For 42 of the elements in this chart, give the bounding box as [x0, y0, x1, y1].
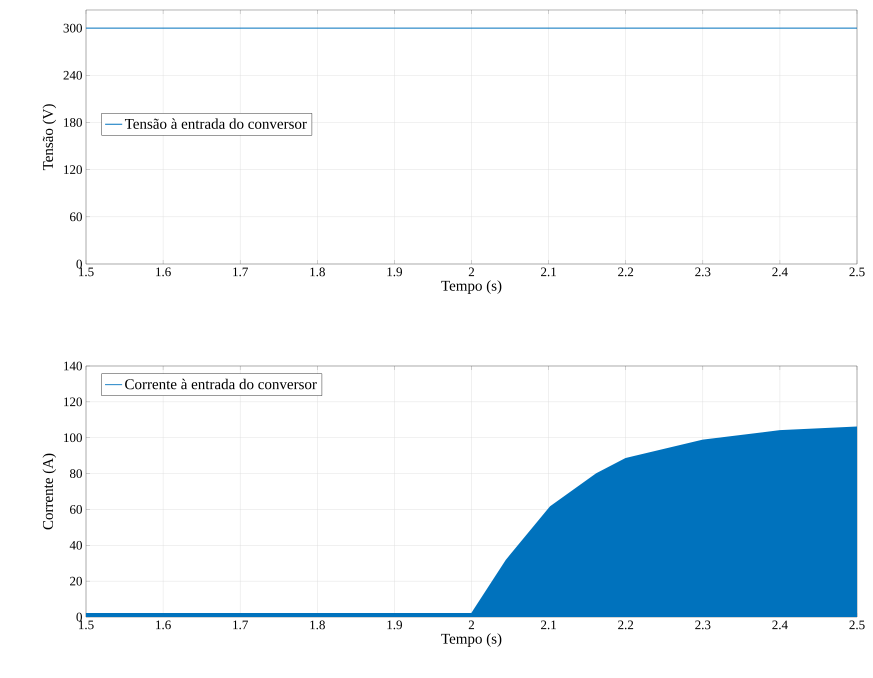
y-axis-title: Tensão (V) — [42, 104, 56, 170]
x-tick-label: 2.3 — [695, 268, 710, 276]
y-tick-label: 180 — [64, 118, 82, 127]
x-axis-title: Tempo (s) — [441, 633, 502, 647]
x-tick-label: 2.4 — [772, 620, 788, 630]
legend-label: Corrente à entrada do conversor — [125, 378, 317, 390]
y-tick-label: 60 — [70, 505, 82, 514]
y-axis-title: Corrente (A) — [42, 454, 56, 530]
x-tick-label: 1.5 — [79, 268, 94, 276]
x-tick-label: 2.1 — [541, 268, 556, 276]
x-tick-label: 2.3 — [695, 620, 710, 630]
x-tick-label: 2.2 — [618, 268, 634, 276]
y-tick-label: 140 — [64, 362, 82, 370]
y-tick-label: 120 — [64, 165, 82, 174]
x-tick-label: 1.7 — [233, 620, 248, 630]
x-tick-label: 2 — [468, 268, 474, 276]
y-tick-label: 20 — [70, 576, 82, 586]
x-tick-label: 2.5 — [849, 620, 865, 630]
y-tick-label: 80 — [70, 469, 82, 478]
y-tick-label: 0 — [76, 260, 82, 268]
y-tick-label: 0 — [76, 612, 82, 622]
y-tick-label: 40 — [70, 540, 82, 550]
x-tick-label: 1.7 — [233, 268, 248, 276]
x-tick-label: 2.2 — [618, 620, 634, 630]
x-tick-label: 1.9 — [387, 268, 402, 276]
y-tick-label: 300 — [64, 24, 82, 32]
x-tick-label: 1.8 — [310, 268, 325, 276]
x-tick-label: 1.6 — [156, 268, 171, 276]
legend-label: Tensão à entrada do conversor — [124, 118, 307, 129]
x-tick-label: 1.6 — [156, 620, 171, 630]
x-tick-label: 1.8 — [310, 620, 325, 630]
y-tick-label: 120 — [64, 397, 82, 406]
x-tick-label: 2.1 — [541, 620, 556, 630]
x-tick-label: 2.5 — [849, 268, 865, 276]
x-axis-title: Tempo (s) — [441, 280, 502, 294]
x-tick-label: 2.4 — [772, 268, 788, 276]
y-tick-label: 240 — [64, 70, 82, 80]
x-tick-label: 1.5 — [79, 620, 94, 630]
x-tick-label: 2 — [468, 620, 474, 630]
x-tick-label: 1.9 — [387, 620, 402, 630]
y-tick-label: 100 — [64, 433, 82, 442]
y-tick-label: 60 — [70, 212, 82, 222]
